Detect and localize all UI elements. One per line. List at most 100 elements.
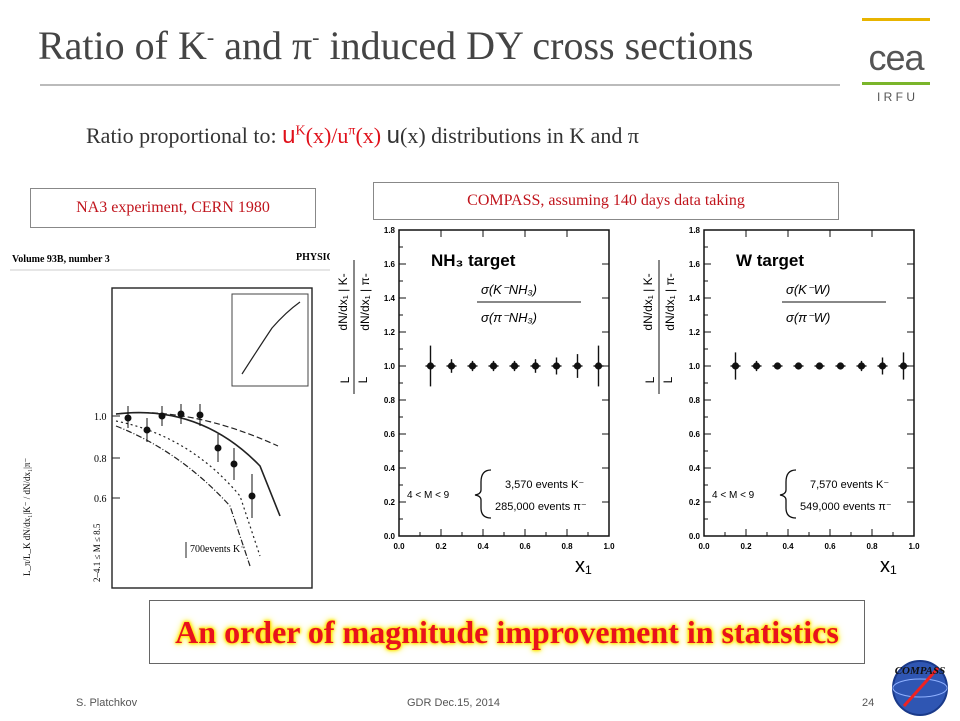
w-ytick-label: 0.8	[689, 396, 701, 405]
scan-header-right: PHYSIC	[296, 252, 330, 263]
scan-header-left: Volume 93B, number 3	[12, 254, 110, 265]
nh3-ytick-label: 0.4	[384, 464, 396, 473]
compass-plot-nh3: 1.8 1.6 1.4 1.2 1.0 0.8 0.6 0.4 0.2 0.0 0.0 0.2 0.4 0…	[335, 220, 625, 580]
nh3-data-point	[573, 362, 582, 370]
nh3-data-point	[489, 362, 498, 370]
compass-logo: COMPASS	[884, 648, 956, 716]
w-ytick-label: 1.8	[689, 226, 701, 235]
w-xtick-label: 0.6	[824, 542, 836, 551]
w-data-point	[752, 362, 761, 370]
footer-author: S. Platchkov	[76, 697, 138, 709]
w-data-point	[899, 362, 908, 370]
conclusion-text: An order of magnitude improvement in sta…	[175, 613, 839, 650]
scan-range-label: 2–4.1 ≤ M ≤ 8.5	[92, 523, 102, 582]
w-ratio-num: σ(K⁻W)	[786, 282, 830, 297]
nh3-ylabel-lumi-den: L	[356, 376, 370, 383]
nh3-xlabel: x₁	[575, 555, 592, 577]
w-xtick-label: 0.2	[740, 542, 752, 551]
nh3-ytick-label: 0.6	[384, 430, 396, 439]
na3-label: NA3 experiment, CERN 1980	[30, 188, 316, 228]
nh3-events-k: 3,570 events K⁻	[505, 479, 584, 491]
w-xlabel: x₁	[880, 555, 897, 577]
nh3-ytick-label: 1.0	[384, 362, 396, 371]
w-xtick-label: 0.4	[782, 542, 794, 551]
scan-events-label: 700events K⁻	[190, 544, 246, 555]
nh3-data-point	[594, 362, 603, 370]
nh3-target-title: NH₃ target	[431, 251, 516, 270]
nh3-xtick-label: 0.8	[561, 542, 573, 551]
w-ytick-label: 1.0	[689, 362, 701, 371]
ratio-statement: Ratio proportional to: uK(x)/uπ(x) u(x) …	[86, 122, 640, 149]
w-data-point	[878, 362, 887, 370]
nh3-ytick-label: 0.2	[384, 498, 396, 507]
na3-scanned-figure: Volume 93B, number 3 PHYSIC 1.0 0.8 0.6	[10, 246, 334, 596]
w-mass-range: 4 < M < 9	[712, 490, 755, 501]
w-ylabel-lumi-den: L	[661, 376, 675, 383]
nh3-mass-range: 4 < M < 9	[407, 490, 450, 501]
nh3-ylabel-den: dN/dx₁ | π-	[358, 273, 372, 330]
w-ytick-label: 0.0	[689, 532, 701, 541]
nh3-xtick-label: 0.4	[477, 542, 489, 551]
nh3-events-pi: 285,000 events π⁻	[495, 501, 587, 513]
w-xtick-label: 0.0	[698, 542, 710, 551]
w-xtick-label: 0.8	[866, 542, 878, 551]
na3-plot: Volume 93B, number 3 PHYSIC 1.0 0.8 0.6	[10, 252, 334, 589]
nh3-xtick-label: 1.0	[603, 542, 615, 551]
w-data-point	[836, 362, 845, 370]
w-data-point	[857, 362, 866, 370]
w-ytick-label: 1.4	[689, 294, 701, 303]
w-ytick-label: 1.2	[689, 328, 701, 337]
nh3-ytick-label: 0.0	[384, 532, 396, 541]
w-ytick-label: 0.2	[689, 498, 701, 507]
conclusion-banner: An order of magnitude improvement in sta…	[149, 600, 865, 664]
nh3-data-point	[531, 362, 540, 370]
w-data-point	[815, 362, 824, 370]
w-ytick-label: 0.4	[689, 464, 701, 473]
nh3-data-point	[468, 362, 477, 370]
nh3-ytick-label: 1.2	[384, 328, 396, 337]
nh3-ytick-label: 1.4	[384, 294, 396, 303]
w-ytick-label: 1.6	[689, 260, 701, 269]
nh3-ytick-label: 1.8	[384, 226, 396, 235]
scan-data-points	[124, 404, 256, 518]
nh3-xtick-label: 0.0	[393, 542, 405, 551]
w-events-pi: 549,000 events π⁻	[800, 501, 892, 513]
compass-plot-w: 1.8 1.6 1.4 1.2 1.0 0.8 0.6 0.4 0.2 0.0 0.0 0.2 0.4 0…	[640, 220, 930, 580]
nh3-ytick-label: 0.8	[384, 396, 396, 405]
footer-page-number: 24	[862, 697, 875, 709]
nh3-ylabel-num: dN/dx₁ | K-	[336, 273, 350, 330]
compass-logo-text: COMPASS	[895, 665, 946, 677]
nh3-ratio-den: σ(π⁻NH₃)	[481, 310, 537, 325]
w-ytick-label: 0.6	[689, 430, 701, 439]
w-data-point	[731, 362, 740, 370]
nh3-xtick-label: 0.6	[519, 542, 531, 551]
w-xtick-label: 1.0	[908, 542, 920, 551]
footer-event: GDR Dec.15, 2014	[407, 697, 500, 709]
nh3-data-point	[510, 362, 519, 370]
scan-ytick-2: 0.8	[94, 454, 107, 465]
w-ylabel: L LdN/dx₁ | K-dN/dx₁ | π-	[641, 260, 677, 394]
w-ylabel-lumi-num: L	[643, 376, 657, 383]
scan-ytick-1: 1.0	[94, 412, 107, 423]
page-title: Ratio of K- and π- induced DY cross sect…	[38, 23, 754, 68]
nh3-ratio-num: σ(K⁻NH₃)	[481, 282, 537, 297]
nh3-data-point	[447, 362, 456, 370]
w-ylabel-den: dN/dx₁ | π-	[663, 273, 677, 330]
w-ratio-den: σ(π⁻W)	[786, 310, 830, 325]
cea-logo: cea I R F U	[862, 18, 932, 108]
w-events-k: 7,570 events K⁻	[810, 479, 889, 491]
title-divider	[40, 84, 840, 86]
w-target-title: W target	[736, 251, 804, 270]
nh3-ytick-label: 1.6	[384, 260, 396, 269]
nh3-brace	[474, 469, 492, 519]
nh3-ylabel-lumi-num: L	[338, 376, 352, 383]
nh3-ylabel: L LdN/dx₁ | K-dN/dx₁ | π-	[336, 260, 372, 394]
w-brace	[779, 469, 797, 519]
nh3-xtick-label: 0.2	[435, 542, 447, 551]
nh3-data-point	[426, 362, 435, 370]
scan-yaxis-label: L_π/L_K dN/dx₁|K⁻ / dN/dx₁|π⁻	[22, 458, 32, 576]
nh3-data-point	[552, 362, 561, 370]
w-ylabel-num: dN/dx₁ | K-	[641, 273, 655, 330]
w-data-point	[773, 362, 782, 370]
compass-label: COMPASS, assuming 140 days data taking	[373, 182, 839, 220]
